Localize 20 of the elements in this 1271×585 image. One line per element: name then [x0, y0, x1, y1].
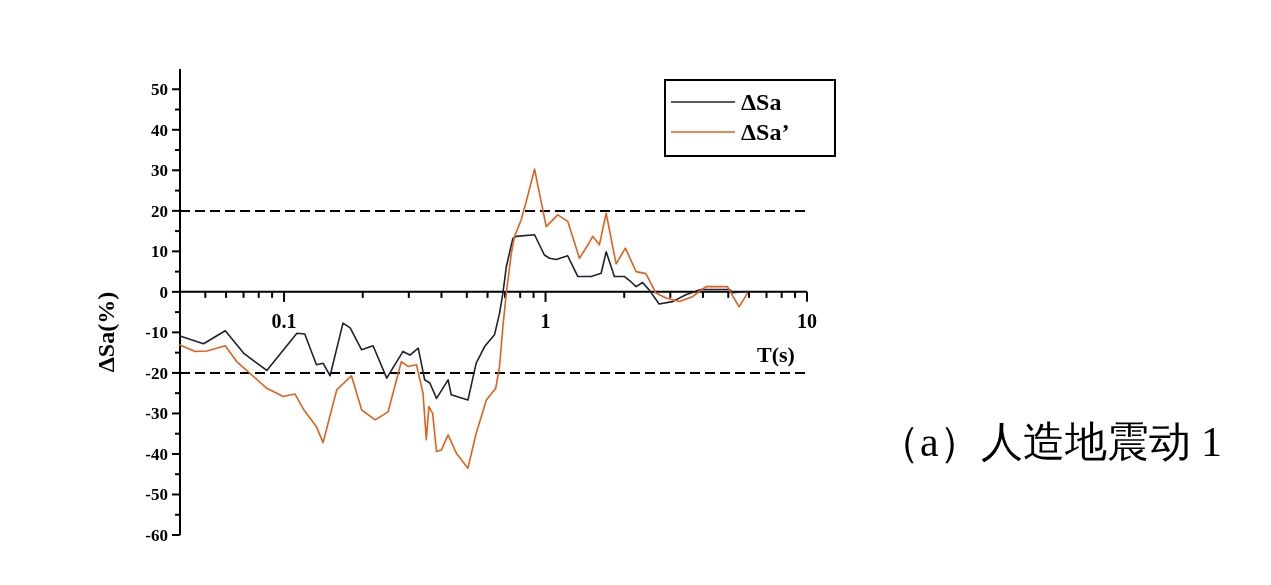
x-tick-label: 0.1: [271, 309, 297, 332]
x-axis-title: T(s): [757, 342, 795, 367]
y-tick-label: 40: [151, 120, 168, 140]
legend-label: ΔSa: [741, 89, 782, 115]
y-tick-label: -20: [145, 363, 168, 383]
y-tick-label: 10: [151, 242, 168, 262]
y-tick-label: 20: [151, 201, 168, 221]
y-tick-label: -50: [145, 485, 168, 505]
y-tick-label: 0: [159, 282, 168, 302]
y-axis-title: ΔSa(%): [93, 291, 119, 373]
legend-label: ΔSa’: [741, 119, 790, 145]
y-tick-label: -30: [145, 404, 168, 424]
y-tick-label: 30: [151, 161, 168, 181]
y-tick-label: 50: [151, 80, 168, 100]
text: （a）人造地震动 1: [877, 419, 1223, 465]
x-tick-label: 10: [797, 309, 817, 332]
x-tick-label: 1: [540, 309, 551, 332]
y-tick-label: -40: [145, 444, 168, 464]
y-tick-label: -10: [145, 323, 168, 343]
y-tick-label: -60: [145, 526, 168, 545]
